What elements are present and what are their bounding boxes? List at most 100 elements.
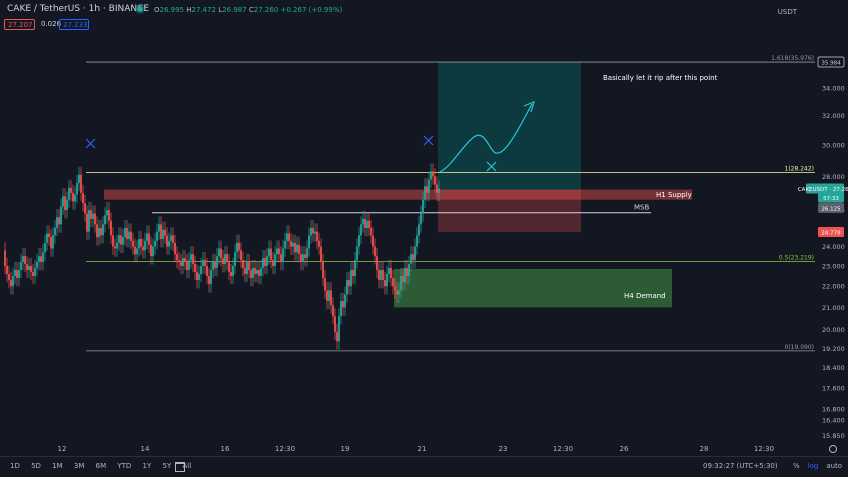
- candle-body: [326, 290, 328, 301]
- candle-body: [134, 246, 136, 255]
- candle-body: [360, 224, 362, 236]
- candle-body: [288, 233, 290, 241]
- candle-body: [92, 213, 94, 219]
- candle-body: [188, 260, 190, 270]
- price-tag: [817, 56, 845, 68]
- candle-body: [338, 316, 340, 342]
- candle-body: [196, 271, 198, 281]
- candle-body: [216, 256, 218, 268]
- candle-body: [308, 235, 310, 249]
- candle-body: [174, 242, 176, 255]
- ohlc-readout: O26.995 H27.472 L26.987 C27.260 +0.267 (…: [154, 6, 342, 14]
- candle-body: [298, 244, 300, 255]
- candle-body: [408, 263, 410, 276]
- candle-body: [26, 263, 28, 270]
- candle-body: [208, 275, 210, 285]
- candle-body: [226, 254, 228, 263]
- candle-body: [264, 258, 266, 266]
- gear-icon[interactable]: [829, 445, 837, 453]
- buy-button[interactable]: 27.233: [59, 19, 89, 30]
- range-3m-button[interactable]: 3M: [73, 462, 85, 470]
- candle-body: [66, 199, 68, 211]
- candle-body: [60, 206, 62, 225]
- annotation-text: Basically let it rip after this point: [603, 74, 718, 82]
- range-1m-button[interactable]: 1M: [52, 462, 63, 470]
- close-value: 27.260: [253, 6, 279, 14]
- candle-body: [122, 237, 124, 245]
- x-tick-label: 26: [620, 445, 629, 453]
- candle-body: [392, 278, 394, 287]
- auto-toggle[interactable]: auto: [826, 462, 843, 470]
- candle-body: [366, 220, 368, 228]
- candle-body: [422, 199, 424, 214]
- percent-toggle[interactable]: %: [793, 462, 800, 470]
- candle-body: [218, 248, 220, 257]
- high-value: 27.472: [191, 6, 217, 14]
- candle-body: [434, 176, 436, 185]
- candle-body: [306, 248, 308, 259]
- range-5y-button[interactable]: 5Y: [162, 462, 172, 470]
- candle-body: [324, 278, 326, 291]
- y-tick-label: 16.800: [822, 406, 845, 414]
- x-tick-label: 16: [221, 445, 230, 453]
- candle-body: [350, 269, 352, 287]
- candle-body: [232, 265, 234, 276]
- candle-body: [276, 248, 278, 255]
- candle-body: [156, 231, 158, 241]
- open-value: 26.995: [159, 6, 185, 14]
- x-tick-label: 12:30: [275, 445, 295, 453]
- range-all-button[interactable]: All: [182, 462, 192, 470]
- candle-body: [418, 224, 420, 236]
- candle-body: [14, 269, 16, 276]
- range-ytd-button[interactable]: YTD: [117, 462, 132, 470]
- candle-body: [86, 213, 88, 232]
- candle-body: [198, 273, 200, 281]
- range-5d-button[interactable]: 5D: [31, 462, 41, 470]
- candle-body: [320, 246, 322, 263]
- candle-body: [234, 252, 236, 266]
- candle-body: [330, 290, 332, 306]
- candle-body: [314, 231, 316, 234]
- candle-body: [332, 305, 334, 317]
- price-chart[interactable]: 34.00032.00030.00028.00026.00024.00023.0…: [0, 0, 848, 456]
- high-label: H: [186, 6, 192, 14]
- candle-body: [182, 258, 184, 266]
- candle-body: [348, 280, 350, 287]
- candle-body: [100, 227, 102, 236]
- candle-body: [292, 242, 294, 247]
- y-tick-label: 28.000: [822, 173, 845, 181]
- candle-body: [6, 265, 8, 274]
- candle-body: [244, 267, 246, 274]
- candle-body: [200, 265, 202, 274]
- sell-button[interactable]: 27.207: [4, 19, 35, 30]
- log-toggle[interactable]: log: [807, 462, 819, 470]
- candle-body: [260, 267, 262, 276]
- price-tag-label: 57:33: [823, 196, 839, 202]
- candle-body: [152, 246, 154, 257]
- candle-body: [318, 240, 320, 247]
- low-label: L: [218, 6, 223, 14]
- candle-body: [132, 240, 134, 247]
- candle-body: [54, 227, 56, 236]
- candle-body: [104, 215, 106, 225]
- range-1d-button[interactable]: 1D: [10, 462, 20, 470]
- candle-body: [148, 233, 150, 245]
- x-tick-label: 12: [58, 445, 67, 453]
- calendar-icon[interactable]: [175, 462, 185, 472]
- candle-body: [426, 186, 428, 193]
- candle-body: [300, 254, 302, 263]
- candle-body: [126, 227, 128, 240]
- candle-body: [212, 262, 214, 270]
- candle-body: [52, 235, 54, 249]
- candle-body: [384, 280, 386, 287]
- y-tick-label: 32.000: [822, 112, 845, 120]
- symbol-title[interactable]: CAKE / TetherUS · 1h · BINANCE: [7, 4, 150, 14]
- candle-body: [170, 235, 172, 241]
- range-6m-button[interactable]: 6M: [95, 462, 107, 470]
- candle-body: [404, 267, 406, 283]
- candle-body: [280, 254, 282, 263]
- candle-body: [302, 254, 304, 263]
- candle-body: [20, 262, 22, 270]
- range-1y-button[interactable]: 1Y: [142, 462, 152, 470]
- candle-body: [88, 210, 90, 232]
